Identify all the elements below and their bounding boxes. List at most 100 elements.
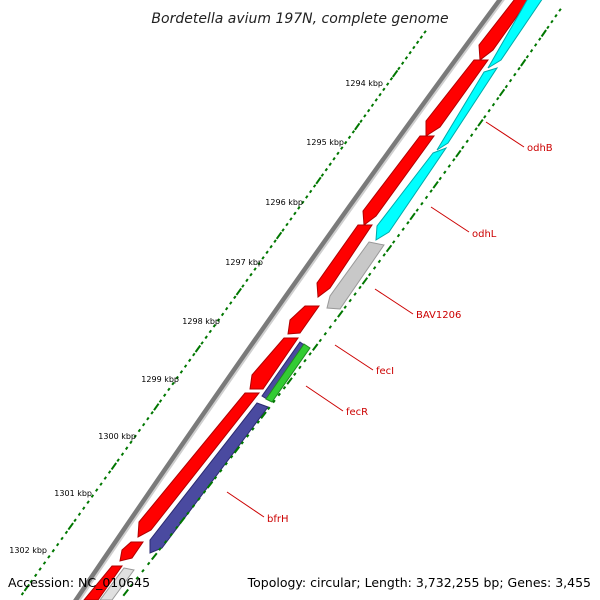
- minor-tick: [397, 66, 401, 71]
- leader-line: [430, 206, 470, 233]
- minor-tick: [253, 267, 257, 271]
- gene-label-bfrH[interactable]: bfrH: [267, 514, 289, 525]
- gene-block[interactable]: [99, 567, 135, 600]
- minor-tick: [328, 162, 332, 167]
- minor-tick: [129, 583, 134, 588]
- minor-tick: [272, 399, 276, 404]
- minor-tick: [261, 256, 265, 260]
- gene-block[interactable]: [287, 305, 320, 335]
- minor-tick: [246, 434, 250, 438]
- gene-block[interactable]: [249, 337, 299, 390]
- minor-tick: [38, 567, 42, 571]
- minor-tick: [183, 364, 188, 368]
- minor-tick: [461, 145, 465, 150]
- major-tick: [233, 445, 241, 454]
- minor-tick: [465, 139, 469, 144]
- gene-label-BAV1206[interactable]: BAV1206: [416, 310, 461, 321]
- major-tick: [67, 522, 74, 531]
- minor-tick: [146, 561, 151, 566]
- minor-tick: [133, 434, 137, 439]
- minor-tick: [401, 227, 405, 231]
- gene-label-fecR[interactable]: fecR: [346, 407, 368, 418]
- minor-tick: [208, 329, 212, 334]
- kbp-label: 1302 kbp: [9, 546, 47, 555]
- gene-label-fecI[interactable]: fecI: [376, 366, 394, 377]
- forward-strand-genes: [83, 0, 532, 600]
- minor-tick: [167, 387, 171, 392]
- minor-tick: [204, 335, 208, 340]
- minor-tick: [224, 462, 228, 466]
- gene-odhL[interactable]: [375, 146, 448, 241]
- minor-tick: [343, 305, 347, 309]
- major-tick: [194, 344, 202, 353]
- major-tick: [311, 343, 319, 351]
- minor-tick: [179, 370, 184, 374]
- minor-tick: [529, 49, 534, 53]
- minor-tick: [77, 512, 82, 516]
- major-tick: [432, 181, 439, 189]
- kbp-label: 1295 kbp: [306, 138, 344, 147]
- minor-tick: [389, 77, 394, 81]
- minor-tick: [269, 244, 273, 249]
- minor-tick: [340, 146, 344, 150]
- reverse-strand-genes: [99, 0, 545, 600]
- gene-odhB[interactable]: [436, 67, 499, 151]
- minor-tick: [90, 494, 95, 498]
- minor-tick: [103, 476, 107, 480]
- gene-fecR[interactable]: [265, 343, 311, 403]
- minor-tick: [469, 133, 474, 137]
- minor-tick: [107, 470, 112, 474]
- leader-line: [485, 121, 525, 148]
- minor-tick: [158, 547, 162, 551]
- minor-tick: [400, 61, 405, 65]
- minor-tick: [293, 211, 297, 216]
- minor-tick: [538, 37, 542, 41]
- gene-label-odhL[interactable]: odhL: [472, 229, 497, 240]
- gene-bfrH[interactable]: [149, 402, 269, 554]
- minor-tick: [213, 476, 218, 480]
- minor-tick: [554, 14, 558, 18]
- minor-tick: [374, 98, 378, 102]
- minor-tick: [348, 298, 352, 303]
- minor-tick: [163, 393, 167, 397]
- minor-tick: [452, 158, 456, 162]
- minor-tick: [487, 108, 491, 113]
- minor-tick: [186, 511, 190, 516]
- gene-block[interactable]: [119, 541, 144, 562]
- minor-tick: [229, 301, 233, 305]
- minor-tick: [517, 66, 521, 71]
- gene-block[interactable]: [316, 224, 373, 298]
- minor-tick: [216, 318, 221, 322]
- gene-block[interactable]: [83, 565, 123, 600]
- minor-tick: [391, 240, 396, 244]
- minor-tick: [382, 253, 386, 257]
- gene-odhB[interactable]: [487, 0, 545, 69]
- minor-tick: [308, 189, 313, 194]
- minor-tick: [256, 420, 261, 424]
- gene-block[interactable]: [425, 59, 489, 137]
- kbp-label: 1296 kbp: [265, 198, 303, 207]
- gene-BAV1206[interactable]: [326, 241, 385, 310]
- minor-tick: [64, 530, 69, 535]
- major-tick: [337, 310, 344, 318]
- minor-tick: [370, 103, 375, 108]
- minor-tick: [301, 200, 305, 205]
- gene-block[interactable]: [137, 392, 261, 538]
- minor-tick: [353, 292, 357, 296]
- minor-tick: [229, 455, 234, 459]
- minor-tick: [447, 164, 452, 168]
- major-tick: [110, 462, 118, 470]
- gene-block[interactable]: [478, 0, 532, 61]
- minor-tick: [212, 324, 217, 328]
- minor-tick: [504, 84, 509, 89]
- minor-tick: [533, 43, 538, 47]
- major-tick: [286, 377, 293, 385]
- minor-tick: [245, 278, 249, 283]
- major-tick: [235, 287, 243, 296]
- minor-tick: [443, 170, 447, 175]
- gene-block[interactable]: [362, 135, 435, 226]
- minor-tick: [424, 195, 429, 200]
- minor-tick: [491, 102, 496, 107]
- gene-label-odhB[interactable]: odhB: [527, 143, 553, 154]
- minor-tick: [141, 422, 146, 427]
